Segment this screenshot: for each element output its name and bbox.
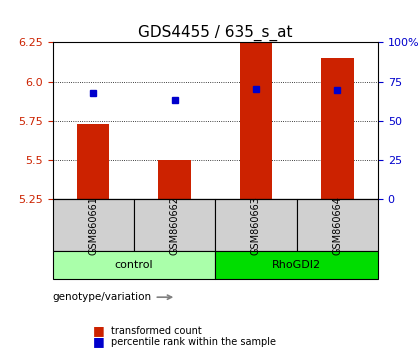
Text: genotype/variation: genotype/variation — [52, 292, 171, 302]
Text: transformed count: transformed count — [111, 326, 202, 336]
Text: GSM860661: GSM860661 — [88, 196, 98, 255]
Text: ■: ■ — [92, 335, 104, 348]
FancyBboxPatch shape — [52, 199, 134, 251]
Text: ■: ■ — [92, 325, 104, 337]
Title: GDS4455 / 635_s_at: GDS4455 / 635_s_at — [138, 25, 292, 41]
Text: GSM860663: GSM860663 — [251, 196, 261, 255]
FancyBboxPatch shape — [297, 199, 378, 251]
Text: GSM860662: GSM860662 — [170, 196, 180, 255]
FancyBboxPatch shape — [134, 199, 215, 251]
Bar — [158, 160, 191, 199]
Bar — [77, 124, 110, 199]
Bar — [321, 58, 354, 199]
Text: RhoGDI2: RhoGDI2 — [272, 260, 321, 270]
Text: control: control — [115, 260, 153, 270]
Text: GSM860664: GSM860664 — [332, 196, 342, 255]
FancyBboxPatch shape — [52, 251, 215, 279]
FancyBboxPatch shape — [215, 251, 378, 279]
Bar — [240, 42, 272, 199]
FancyBboxPatch shape — [215, 199, 297, 251]
Text: percentile rank within the sample: percentile rank within the sample — [111, 337, 276, 347]
